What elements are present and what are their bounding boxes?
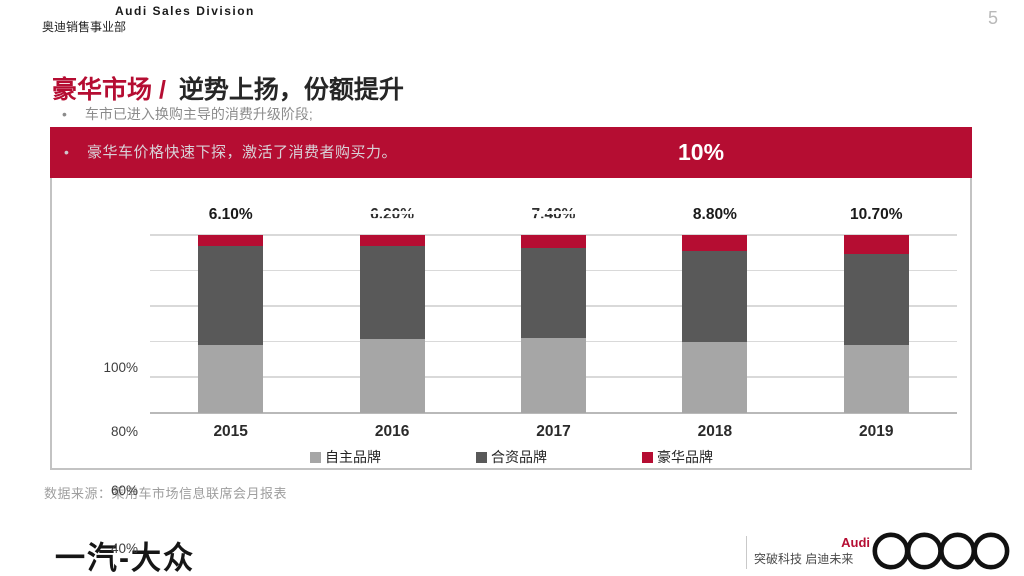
legend-label: 合资品牌 xyxy=(491,449,547,465)
bullet-text: 车市已进入换购主导的消费升级阶段; xyxy=(84,106,313,122)
bar-value-label: 10.70% xyxy=(850,206,903,223)
bar-value-label: 7.40% xyxy=(506,206,602,224)
x-axis-category-label: 2015 xyxy=(213,423,248,440)
page-number: 5 xyxy=(988,8,999,28)
page-title-highlight: 豪华市场 / xyxy=(52,76,166,104)
page-title: 豪华市场 / 逆势上扬，份额提升 xyxy=(52,70,404,106)
x-axis-category-label: 2017 xyxy=(536,423,571,440)
x-axis-category-label: 2016 xyxy=(374,423,410,440)
highlight-banner: • 豪华车价格快速下探，激活了消费者购买力。 10% xyxy=(50,127,972,178)
bullet-dot-icon: • xyxy=(62,106,67,122)
audi-wordmark: Audi xyxy=(841,535,870,550)
bar-segment-自主品牌 xyxy=(843,345,909,413)
y-axis-tick-label: 40% xyxy=(110,541,138,556)
audi-slogan-block: Audi 突破科技 启迪未来 xyxy=(754,535,872,567)
bar-segment-自主品牌 xyxy=(682,341,748,413)
bar-segment-自主品牌 xyxy=(359,339,425,413)
brand-wordmark-en: Audi Sales Division xyxy=(115,4,255,18)
stacked-bar-chart: 6.10% 2015 6.20% 2016 7.40% 2017 8.80% 2018 10.7… xyxy=(150,206,957,440)
bar-segment-豪华品牌 xyxy=(521,235,586,249)
bullet-dot-icon: • xyxy=(64,144,69,160)
y-axis-tick-label: 60% xyxy=(110,483,138,498)
bar-segment-豪华品牌 xyxy=(843,235,909,255)
bar-segment-合资品牌 xyxy=(682,250,748,342)
x-axis-category-label: 2019 xyxy=(859,423,894,440)
legend-swatch-icon xyxy=(642,451,653,463)
data-source-note: 数据来源：乘用车市场信息联席会月报表 xyxy=(44,486,288,501)
bar-segment-合资品牌 xyxy=(521,248,586,339)
bar-value-label: 8.80% xyxy=(692,206,737,223)
chart-panel: • 豪华车价格快速下探，激活了消费者购买力。 10% 6.10% 2015 6.20… xyxy=(50,127,972,470)
banner-text: 豪华车价格快速下探，激活了消费者购买力。 xyxy=(87,144,398,161)
audi-rings-icon xyxy=(872,532,1010,570)
bar-segment-豪华品牌 xyxy=(359,235,425,247)
bar-segment-自主品牌 xyxy=(198,345,264,413)
audi-slogan: 突破科技 启迪未来 xyxy=(754,552,854,566)
x-axis-line xyxy=(150,412,957,414)
bar-value-label: 6.10% xyxy=(208,206,253,223)
bar-segment-豪华品牌 xyxy=(198,235,264,246)
bar-segment-合资品牌 xyxy=(198,245,264,346)
legend-item: 豪华品牌 xyxy=(642,447,713,467)
y-axis-tick-label: 80% xyxy=(110,424,138,439)
legend-label: 豪华品牌 xyxy=(657,449,713,465)
gridline xyxy=(150,234,957,236)
y-axis-tick-label: 100% xyxy=(103,360,138,375)
brand-wordmark-cn: 奥迪销售事业部 xyxy=(42,20,127,34)
legend-item: 自主品牌 xyxy=(310,447,381,467)
bar-value-label: 6.20% xyxy=(344,206,440,224)
legend-label: 自主品牌 xyxy=(325,449,381,465)
footer-divider xyxy=(746,536,747,569)
bar-segment-豪华品牌 xyxy=(682,235,748,251)
x-axis-category-label: 2018 xyxy=(697,423,733,440)
page-title-rest: 逆势上扬，份额提升 xyxy=(178,76,404,104)
faw-vw-logo: 一汽-大众 xyxy=(55,541,195,576)
bar-segment-自主品牌 xyxy=(521,338,586,413)
bar-segment-合资品牌 xyxy=(359,246,425,340)
legend-swatch-icon xyxy=(476,451,487,463)
banner-stat: 10% xyxy=(678,139,725,165)
bullet-item: • 车市已进入换购主导的消费升级阶段; xyxy=(62,104,313,124)
bar-segment-合资品牌 xyxy=(843,254,909,346)
legend-item: 合资品牌 xyxy=(476,447,547,467)
legend-swatch-icon xyxy=(310,451,321,463)
